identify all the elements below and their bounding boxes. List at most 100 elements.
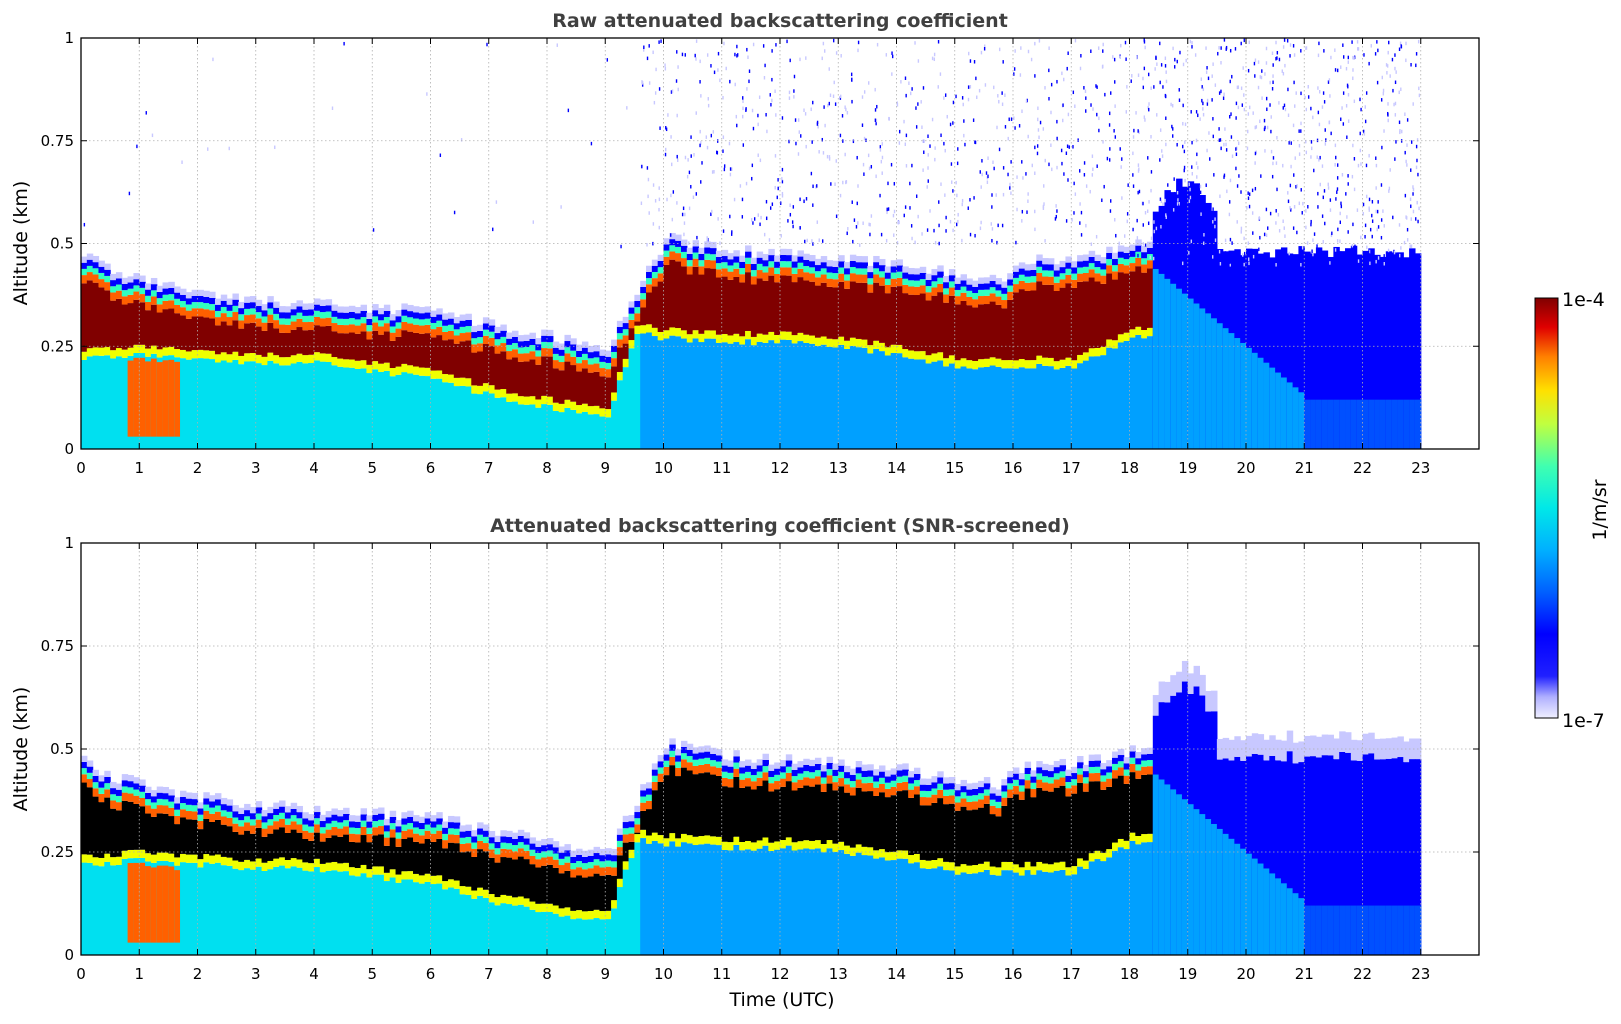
heatmap-cell	[552, 347, 560, 354]
heatmap-cell	[762, 759, 769, 767]
heatmap-cell	[535, 867, 542, 904]
noise-mark	[647, 194, 649, 199]
heatmap-cell	[680, 759, 688, 768]
noise-mark	[978, 88, 981, 93]
heatmap-cell	[523, 832, 531, 839]
heatmap-cell	[383, 881, 391, 955]
heatmap-cell	[931, 281, 938, 288]
noise-mark	[926, 185, 928, 189]
noise-mark	[898, 129, 901, 134]
heatmap-cell	[1257, 734, 1265, 755]
heatmap-cell	[972, 865, 979, 874]
heatmap-cell	[308, 832, 315, 841]
heatmap-cell	[593, 846, 601, 854]
heatmap-cell	[220, 797, 228, 805]
noise-mark	[1010, 191, 1012, 195]
heatmap-cell	[593, 873, 601, 910]
heatmap-cell	[418, 333, 426, 368]
heatmap-cell	[692, 759, 700, 766]
heatmap-cell	[1065, 365, 1072, 449]
heatmap-cell	[261, 304, 268, 311]
noise-mark	[880, 232, 883, 237]
heatmap-cell	[1310, 756, 1317, 955]
heatmap-cell	[896, 286, 903, 345]
noise-mark	[957, 147, 959, 151]
noise-mark	[964, 142, 966, 147]
heatmap-cell	[482, 383, 490, 392]
noise-mark	[492, 227, 494, 232]
heatmap-cell	[1106, 766, 1113, 773]
noise-mark	[1236, 184, 1239, 188]
heatmap-cell	[739, 255, 746, 262]
noise-mark	[1312, 252, 1314, 257]
noise-mark	[1415, 52, 1418, 56]
noise-mark	[968, 51, 970, 56]
heatmap-cell	[1158, 273, 1166, 449]
heatmap-cell	[710, 760, 717, 767]
noise-mark	[844, 152, 846, 157]
heatmap-cell	[1036, 861, 1043, 871]
heatmap-cell	[214, 793, 222, 800]
heatmap-cell	[646, 292, 653, 325]
heatmap-cell	[442, 833, 449, 841]
heatmap-cell	[745, 257, 752, 264]
heatmap-cell	[314, 867, 321, 955]
heatmap-cell	[680, 747, 688, 754]
heatmap-cell	[1106, 339, 1113, 348]
noise-mark	[486, 42, 488, 47]
heatmap-cell	[279, 857, 286, 866]
noise-mark	[788, 139, 790, 144]
heatmap-cell	[92, 788, 100, 797]
noise-mark	[648, 44, 650, 48]
heatmap-cell	[838, 267, 845, 274]
noise-mark	[859, 243, 861, 247]
noise-mark	[733, 197, 736, 202]
heatmap-cell	[896, 353, 903, 449]
heatmap-cell	[413, 318, 420, 325]
noise-mark	[914, 240, 916, 245]
heatmap-cell	[1310, 399, 1317, 449]
heatmap-cell	[174, 809, 181, 816]
heatmap-cell	[1345, 248, 1352, 449]
heatmap-cell	[739, 268, 746, 275]
noise-mark	[1240, 230, 1242, 234]
x-tick-label: 6	[426, 965, 436, 983]
heatmap-cell	[547, 342, 554, 349]
heatmap-cell	[1059, 359, 1067, 368]
heatmap-cell	[418, 883, 426, 955]
heatmap-cell	[838, 759, 845, 766]
noise-mark	[851, 99, 853, 104]
heatmap-cell	[494, 389, 501, 398]
heatmap-cell	[989, 281, 997, 288]
heatmap-cell	[989, 805, 997, 815]
heatmap-cell	[401, 315, 408, 322]
heatmap-cell	[1345, 732, 1352, 753]
heatmap-cell	[1024, 276, 1032, 283]
heatmap-cell	[296, 306, 303, 313]
noise-mark	[915, 125, 918, 129]
heatmap-cell	[576, 848, 583, 855]
noise-mark	[1154, 67, 1156, 71]
noise-mark	[1133, 128, 1135, 133]
noise-mark	[1329, 261, 1331, 265]
heatmap-cell	[1403, 762, 1410, 955]
noise-mark	[1026, 210, 1028, 214]
heatmap-cell	[220, 321, 228, 353]
noise-mark	[1137, 190, 1139, 195]
grid-bottom	[81, 543, 1479, 955]
heatmap-cell	[541, 348, 548, 357]
heatmap-cell	[1036, 870, 1043, 955]
heatmap-cell	[1176, 288, 1183, 449]
noise-mark	[1394, 53, 1396, 57]
heatmap-cell	[1187, 804, 1195, 955]
noise-mark	[934, 157, 936, 162]
noise-mark	[949, 122, 952, 127]
heatmap-cell	[978, 799, 985, 808]
noise-mark	[781, 167, 784, 172]
heatmap-cell	[244, 830, 251, 860]
heatmap-cell	[1397, 399, 1404, 449]
heatmap-cell	[121, 283, 129, 291]
heatmap-cell	[1077, 281, 1084, 355]
heatmap-cell	[884, 860, 892, 955]
noise-mark	[833, 80, 835, 85]
